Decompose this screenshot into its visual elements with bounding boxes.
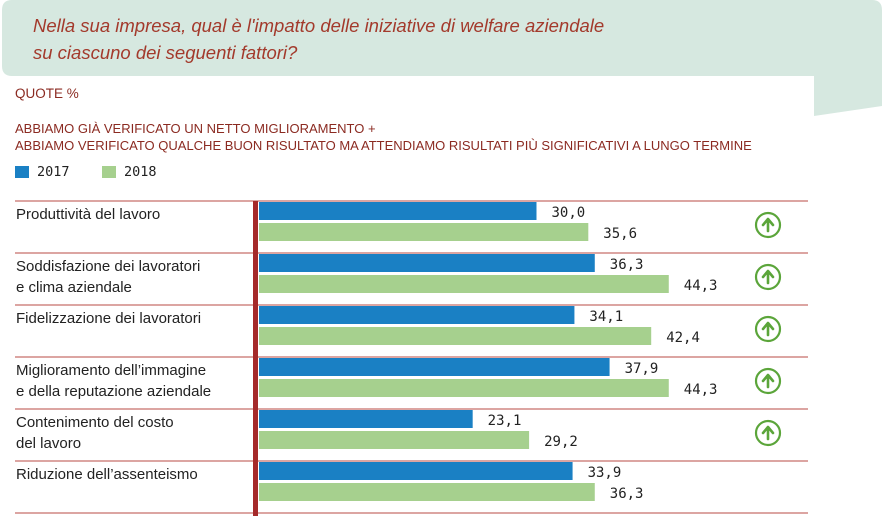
- question-bubble: [2, 0, 882, 116]
- value-label-2018: 44,3: [684, 278, 718, 294]
- value-label-2018: 36,3: [610, 486, 644, 502]
- up-arrow-circle-icon: [754, 367, 782, 395]
- up-arrow-circle-icon: [754, 263, 782, 291]
- bar-2018: [259, 223, 589, 241]
- category-label-line: Soddisfazione dei lavoratori: [16, 258, 200, 275]
- value-label-2018: 44,3: [684, 382, 718, 398]
- bar-2018: [259, 431, 530, 449]
- value-label-2018: 42,4: [666, 330, 700, 346]
- chart-header-line-1: ABBIAMO GIÀ VERIFICATO UN NETTO MIGLIORA…: [15, 121, 376, 136]
- value-label-2018: 35,6: [603, 226, 637, 242]
- up-arrow-icon: [761, 373, 775, 389]
- up-arrow-circle-icon: [754, 315, 782, 343]
- legend-label-2018: 2018: [124, 164, 157, 180]
- value-label-2017: 33,9: [588, 465, 622, 481]
- unit-label: QUOTE %: [15, 86, 79, 101]
- bar-2018: [259, 379, 669, 397]
- bar-2017: [259, 410, 473, 428]
- legend-swatch-2018: [102, 166, 116, 178]
- bar-2018: [259, 275, 669, 293]
- category-label-line: e clima aziendale: [16, 279, 132, 296]
- category-label: Miglioramento dell’immagine e della reput…: [16, 362, 211, 400]
- bar-2017: [259, 306, 575, 324]
- bar-2017: [259, 462, 573, 480]
- chart-header-line-2: ABBIAMO VERIFICATO QUALCHE BUON RISULTAT…: [15, 138, 752, 153]
- value-label-2017: 23,1: [488, 413, 522, 429]
- up-arrow-icon: [761, 425, 775, 441]
- category-label: Contenimento del costo del lavoro: [16, 414, 174, 452]
- question-line-1: Nella sua impresa, qual è l'impatto dell…: [33, 15, 605, 36]
- category-label: Soddisfazione dei lavoratori e clima azie…: [16, 258, 200, 296]
- category-label-line: Contenimento del costo: [16, 414, 174, 431]
- up-arrow-circle-icon: [754, 419, 782, 447]
- bar-2018: [259, 483, 595, 501]
- question-line-2: su ciascuno dei seguenti fattori?: [33, 42, 298, 63]
- category-label-line: Produttività del lavoro: [16, 206, 160, 223]
- category-label-line: Miglioramento dell’immagine: [16, 362, 206, 379]
- value-label-2017: 34,1: [589, 309, 623, 325]
- value-label-2017: 36,3: [610, 257, 644, 273]
- bar-2017: [259, 254, 595, 272]
- category-label-line: Fidelizzazione dei lavoratori: [16, 310, 201, 327]
- category-label: Produttività del lavoro: [16, 206, 160, 223]
- category-label: Fidelizzazione dei lavoratori: [16, 310, 201, 327]
- up-arrow-icon: [761, 321, 775, 337]
- bar-2017: [259, 358, 610, 376]
- speech-bubble-shape: [2, 0, 882, 116]
- value-label-2017: 30,0: [552, 205, 586, 221]
- category-label-line: del lavoro: [16, 435, 81, 452]
- category-label-line: e della reputazione aziendale: [16, 383, 211, 400]
- value-label-2018: 29,2: [544, 434, 578, 450]
- category-label: Riduzione dell’assenteismo: [16, 466, 198, 483]
- up-arrow-circle-icon: [754, 211, 782, 239]
- y-axis-bar: [253, 201, 258, 516]
- value-label-2017: 37,9: [625, 361, 659, 377]
- legend-swatch-2017: [15, 166, 29, 178]
- up-arrow-icon: [761, 217, 775, 233]
- up-arrow-icon: [761, 269, 775, 285]
- bar-2018: [259, 327, 652, 345]
- category-label-line: Riduzione dell’assenteismo: [16, 466, 198, 483]
- bar-2017: [259, 202, 537, 220]
- legend-label-2017: 2017: [37, 164, 70, 180]
